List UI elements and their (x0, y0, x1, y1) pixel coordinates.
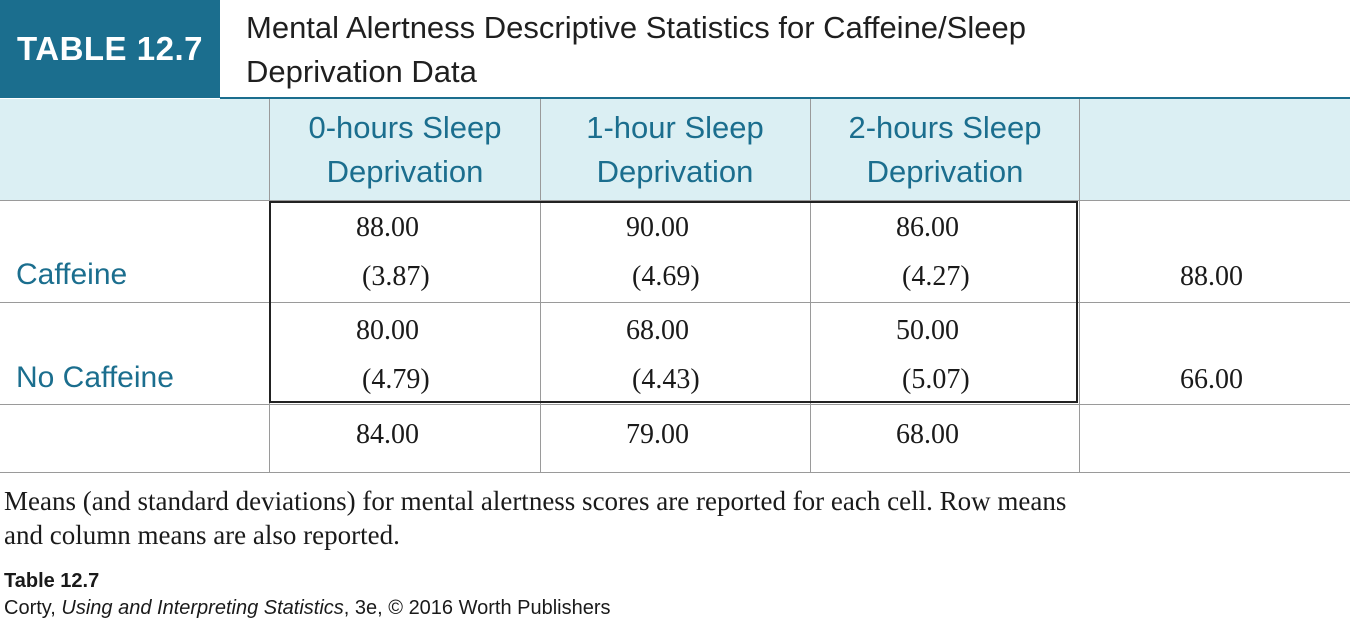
cell-means-box (269, 201, 1078, 403)
column-header-line: Deprivation (326, 153, 484, 189)
row-label-caffeine: Caffeine (16, 258, 128, 291)
row-label-no-caffeine: No Caffeine (16, 361, 174, 394)
cell-mean: 80.00 (356, 315, 419, 346)
column-header-line: 0-hours Sleep (308, 109, 502, 145)
title-line-2: Deprivation Data (246, 54, 477, 89)
title-rule (220, 97, 1350, 99)
cell-sd: (5.07) (902, 364, 970, 395)
credit-line: Corty, Using and Interpreting Statistics… (4, 597, 611, 620)
cell-mean: 68.00 (626, 315, 689, 346)
grid-line (0, 302, 1350, 303)
grid-line (0, 404, 1350, 405)
column-header-line: 2-hours Sleep (848, 109, 1042, 145)
column-mean: 68.00 (896, 419, 959, 450)
column-header-2h: 2-hours Sleep Deprivation (810, 99, 1080, 200)
note-line: Means (and standard deviations) for ment… (4, 486, 1067, 516)
column-header-0h: 0-hours Sleep Deprivation (270, 99, 540, 200)
cell-mean: 86.00 (896, 212, 959, 243)
credit-author: Corty, (4, 597, 62, 619)
table-badge: TABLE 12.7 (0, 0, 220, 98)
cell-sd: (4.69) (632, 261, 700, 292)
column-header-band (0, 99, 1350, 200)
cell-sd: (4.43) (632, 364, 700, 395)
cell-mean: 50.00 (896, 315, 959, 346)
cell-mean: 88.00 (356, 212, 419, 243)
column-header-line: Deprivation (866, 153, 1024, 189)
cell-sd: (4.79) (362, 364, 430, 395)
column-header-line: Deprivation (596, 153, 754, 189)
grid-line (0, 200, 1350, 201)
note-line: and column means are also reported. (4, 520, 400, 550)
column-mean: 84.00 (356, 419, 419, 450)
cell-sd: (3.87) (362, 261, 430, 292)
table-bottom-rule (0, 472, 1350, 473)
grid-line (1079, 99, 1080, 473)
row-mean-caffeine: 88.00 (1180, 261, 1243, 292)
column-header-line: 1-hour Sleep (586, 109, 764, 145)
credit-book-title: Using and Interpreting Statistics (61, 597, 344, 619)
source-label: Table 12.7 (4, 570, 100, 592)
table-title: Mental Alertness Descriptive Statistics … (246, 6, 1336, 94)
grid-line (540, 99, 541, 473)
title-line-1: Mental Alertness Descriptive Statistics … (246, 10, 1026, 45)
column-header-1h: 1-hour Sleep Deprivation (540, 99, 810, 200)
row-mean-no-caffeine: 66.00 (1180, 364, 1243, 395)
grid-line (810, 99, 811, 473)
table-note: Means (and standard deviations) for ment… (4, 484, 1344, 552)
column-mean: 79.00 (626, 419, 689, 450)
cell-mean: 90.00 (626, 212, 689, 243)
cell-sd: (4.27) (902, 261, 970, 292)
credit-rest: , 3e, © 2016 Worth Publishers (343, 597, 611, 619)
